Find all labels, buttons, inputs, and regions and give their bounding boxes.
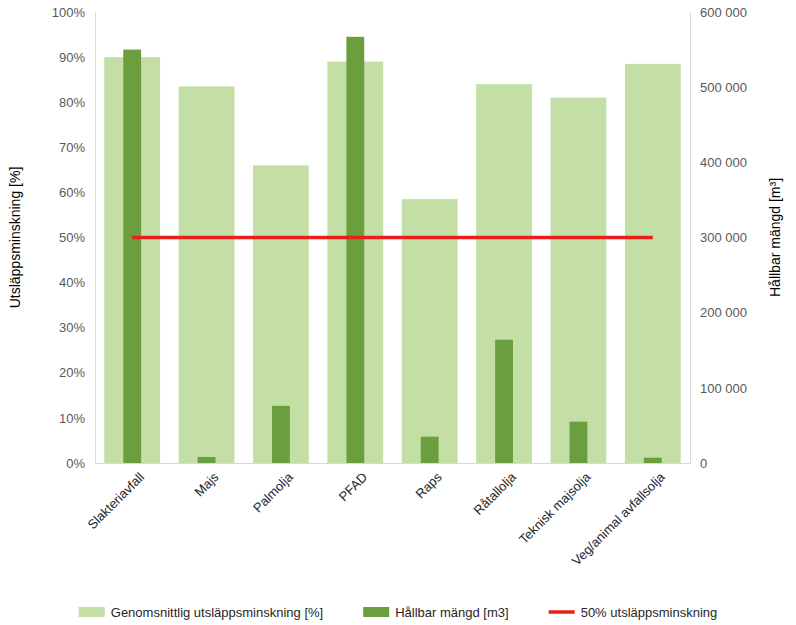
legend-label: Genomsnittlig utsläppsminskning [%]: [111, 605, 323, 620]
tick: 40%: [59, 275, 95, 290]
tick: 10%: [59, 411, 95, 426]
plot-area: 0% 10% 20% 30% 40% 50% 60% 70% 80% 90% 100% 0 100 00…: [52, 5, 747, 569]
y2-axis-title: Hållbar mängd [m³]: [767, 178, 783, 297]
tick: PFAD: [336, 463, 371, 504]
tick-label: 200 000: [700, 305, 747, 320]
tick: Raps: [413, 463, 445, 501]
legend: Genomsnittlig utsläppsminskning [%] Hållb…: [79, 605, 717, 620]
y2-axis: 0 100 000 200 000 300 000 400 000 500 000 600 …: [690, 5, 747, 471]
bar: [625, 64, 681, 463]
bar: [476, 84, 532, 463]
tick-label: 20%: [59, 365, 85, 380]
legend-item: 50% utsläppsminskning: [549, 605, 718, 620]
tick: 50%: [59, 230, 95, 245]
axis-line: [95, 13, 96, 464]
tick: 300 000: [690, 230, 747, 245]
tick: 80%: [59, 95, 95, 110]
tick-label: 60%: [59, 185, 85, 200]
tick: 100 000: [690, 380, 747, 395]
bar: [253, 165, 309, 463]
tick-label: Veg/animal avfallsolja: [569, 469, 669, 569]
tick: 400 000: [690, 155, 747, 170]
tick-label: 10%: [59, 411, 85, 426]
bar: [272, 406, 290, 463]
tick-label: 300 000: [700, 230, 747, 245]
tick-label: Råtallolja: [471, 469, 520, 518]
tick: 100%: [52, 5, 95, 20]
y-axis-title: Utsläppsminskning [%]: [7, 167, 23, 309]
marks: [104, 37, 680, 463]
tick-label: 0%: [66, 456, 85, 471]
tick: 500 000: [690, 80, 747, 95]
tick-label: Teknisk majsolja: [516, 469, 594, 547]
tick-label: Palmolja: [250, 469, 296, 515]
legend-swatch: [549, 610, 575, 614]
tick: 0%: [66, 456, 95, 471]
tick: 70%: [59, 140, 95, 155]
tick-label: 40%: [59, 275, 85, 290]
bar-series: [123, 37, 661, 463]
tick-label: 80%: [59, 95, 85, 110]
bar: [179, 86, 235, 463]
tick: 30%: [59, 320, 95, 335]
tick-label: 100%: [52, 5, 86, 20]
tick-label: Slakteriavfall: [84, 469, 147, 532]
axis-line: [96, 463, 691, 464]
bar: [644, 458, 662, 463]
tick: 0: [690, 456, 707, 471]
tick-label: 400 000: [700, 155, 747, 170]
chart: 0% 10% 20% 30% 40% 50% 60% 70% 80% 90% 100% 0 100 00…: [0, 0, 796, 625]
legend-swatch: [79, 607, 105, 617]
tick: Teknisk majsolja: [516, 463, 594, 547]
x-axis: Slakteriavfall Majs Palmolja PFAD Raps Råtall…: [84, 463, 690, 568]
bar: [570, 422, 588, 463]
bar: [551, 98, 607, 463]
tick: 20%: [59, 365, 95, 380]
tick-label: 70%: [59, 140, 85, 155]
bar: [198, 457, 216, 463]
tick-label: 0: [700, 456, 707, 471]
tick-label: 100 000: [700, 380, 747, 395]
tick-label: 600 000: [700, 5, 747, 20]
tick: 90%: [59, 50, 95, 65]
bar: [123, 50, 141, 463]
legend-swatch: [363, 607, 389, 617]
tick: Veg/animal avfallsolja: [569, 463, 669, 568]
legend-item: Genomsnittlig utsläppsminskning [%]: [79, 605, 323, 620]
y-axis: 0% 10% 20% 30% 40% 50% 60% 70% 80% 90% 100%: [52, 5, 96, 471]
tick: Palmolja: [250, 463, 296, 515]
line: [132, 236, 653, 240]
tick: 600 000: [690, 5, 747, 20]
tick: 60%: [59, 185, 95, 200]
legend-label: Hållbar mängd [m3]: [395, 605, 508, 620]
bar: [495, 340, 513, 463]
bar: [346, 37, 364, 463]
tick-label: Majs: [192, 469, 222, 499]
tick: Majs: [192, 463, 222, 499]
tick-label: 500 000: [700, 80, 747, 95]
tick-label: 90%: [59, 50, 85, 65]
legend-label: 50% utsläppsminskning: [581, 605, 718, 620]
bar-series: [104, 57, 680, 463]
tick-label: PFAD: [336, 469, 371, 504]
tick: Råtallolja: [471, 463, 520, 518]
tick-label: 30%: [59, 320, 85, 335]
tick-label: 50%: [59, 230, 85, 245]
axis-line: [690, 13, 691, 464]
legend-item: Hållbar mängd [m3]: [363, 605, 508, 620]
bar: [421, 437, 439, 463]
tick: 200 000: [690, 305, 747, 320]
tick-label: Raps: [413, 469, 445, 501]
tick: Slakteriavfall: [84, 463, 147, 532]
